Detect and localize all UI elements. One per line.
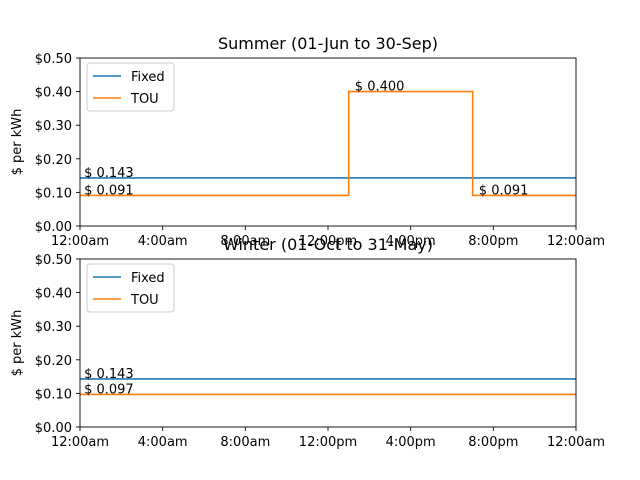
legend-box (86, 62, 175, 112)
x-tick-label: 12:00pm (299, 234, 357, 249)
chart-title: Winter (01-Oct to 31-May) (223, 235, 433, 254)
series-line-tou (80, 90, 576, 197)
y-tick-label: $0.30 (35, 119, 72, 134)
x-tick-label: 12:00am (547, 234, 605, 249)
value-annotation: $ 0.091 (84, 183, 134, 198)
y-axis-label: $ per kWh (10, 109, 25, 176)
y-tick-label: $0.50 (35, 253, 72, 268)
y-tick-label: $0.50 (35, 52, 72, 67)
x-tick-label: 8:00pm (468, 234, 518, 249)
y-tick-label: $0.40 (35, 86, 72, 101)
y-axis-label: $ per kWh (10, 310, 25, 377)
x-tick-label: 12:00am (547, 435, 605, 450)
y-tick-label: $0.40 (35, 287, 72, 302)
y-tick-label: $0.00 (35, 220, 72, 235)
x-tick-label: 8:00am (220, 435, 270, 450)
value-annotation: $ 0.400 (355, 80, 405, 95)
legend-label-fixed: Fixed (131, 70, 165, 85)
x-tick-label: 12:00am (51, 234, 109, 249)
chart-title: Summer (01-Jun to 30-Sep) (218, 34, 438, 53)
y-tick-label: $0.30 (35, 320, 72, 335)
y-tick-label: $0.20 (35, 153, 72, 168)
value-annotation: $ 0.091 (479, 183, 529, 198)
legend: Fixed TOU (86, 263, 175, 313)
value-annotation: $ 0.143 (84, 166, 134, 181)
x-tick-label: 4:00pm (386, 234, 436, 249)
chart-winter: 12:00am 4:00am 8:00am 12:00pm 4:00pm 8:00pm 12… (10, 235, 605, 450)
y-tick-label: $0.20 (35, 354, 72, 369)
legend-label-fixed: Fixed (131, 271, 165, 286)
x-tick-label: 8:00am (220, 234, 270, 249)
legend-box (86, 263, 175, 313)
value-annotation: $ 0.143 (84, 367, 134, 382)
y-tick-label: $0.00 (35, 421, 72, 436)
x-tick-label: 4:00am (138, 234, 188, 249)
value-annotation: $ 0.097 (84, 382, 134, 397)
y-tick-label: $0.10 (35, 186, 72, 201)
legend-label-tou: TOU (130, 293, 159, 308)
y-tick-label: $0.10 (35, 387, 72, 402)
x-tick-label: 12:00pm (299, 435, 357, 450)
x-tick-label: 12:00am (51, 435, 109, 450)
legend-label-tou: TOU (130, 92, 159, 107)
chart-summer: 12:00am 4:00am 8:00am 12:00pm 4:00pm 8:00pm 12… (10, 34, 605, 249)
legend: Fixed TOU (86, 62, 175, 112)
x-tick-label: 8:00pm (468, 435, 518, 450)
x-tick-label: 4:00pm (386, 435, 436, 450)
x-tick-label: 4:00am (138, 435, 188, 450)
